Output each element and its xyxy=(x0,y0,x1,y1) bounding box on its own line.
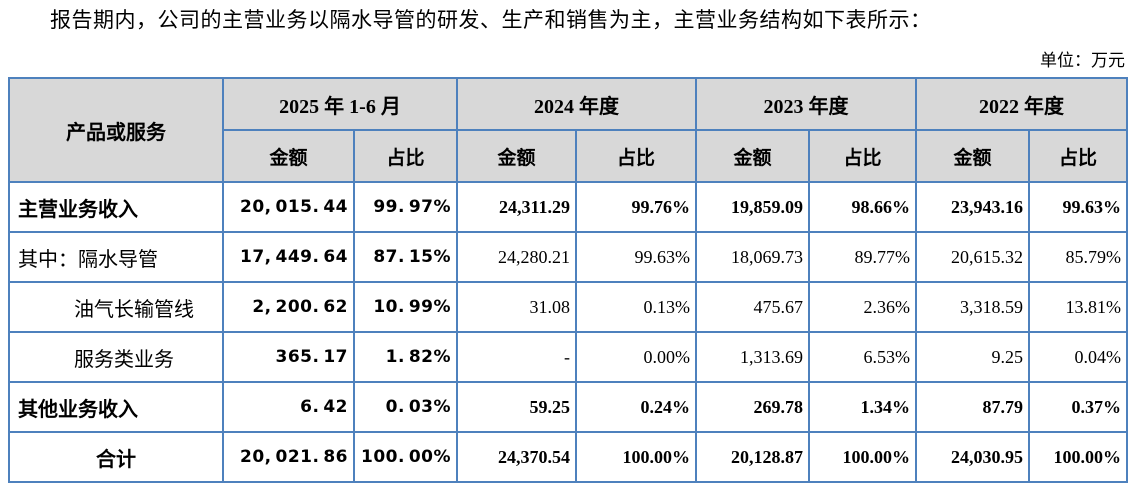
cell-value: 10. 99% xyxy=(352,281,459,333)
cell-value: 1. 82% xyxy=(352,331,459,383)
table-row: 油气长输管线 2, 200. 62 10. 99% 31.08 0.13% 475.67 2… xyxy=(8,281,1129,333)
col-header-product-or-service: 产品或服务 xyxy=(8,77,224,183)
cell-value: - xyxy=(456,331,578,383)
intro-paragraph: 报告期内，公司的主营业务以隔水导管的研发、生产和销售为主，主营业务结构如下表所示… xyxy=(50,8,932,32)
cell-value: 98.66% xyxy=(808,181,918,233)
subheader-ratio: 占比 xyxy=(575,129,698,183)
cell-value: 269.78 xyxy=(695,381,811,433)
cell-value: 6.53% xyxy=(808,331,918,383)
cell-value: 24,370.54 xyxy=(456,431,578,483)
cell-value: 20,128.87 xyxy=(695,431,811,483)
header-row-subcolumns: 金额 占比 金额 占比 金额 占比 金额 占比 xyxy=(9,129,1129,183)
subheader-ratio: 占比 xyxy=(808,129,918,183)
cell-value: 100. 00% xyxy=(352,431,459,483)
cell-value: 87.79 xyxy=(915,381,1031,433)
row-label: 主营业务收入 xyxy=(8,181,224,233)
cell-value: 89.77% xyxy=(808,231,918,283)
cell-value: 6. 42 xyxy=(222,381,355,433)
cell-value: 24,311.29 xyxy=(456,181,578,233)
subheader-ratio: 占比 xyxy=(1028,129,1129,183)
table-row: 主营业务收入 20, 015. 44 99. 97% 24,311.29 99.76% 1… xyxy=(8,181,1129,233)
col-header-2024: 2024 年度 xyxy=(456,77,698,131)
table-row: 合计 20, 021. 86 100. 00% 24,370.54 100.00% 20,… xyxy=(8,431,1129,483)
table-body: 主营业务收入 20, 015. 44 99. 97% 24,311.29 99.76% 1… xyxy=(8,181,1129,483)
subheader-ratio: 占比 xyxy=(352,129,459,183)
cell-value: 100.00% xyxy=(1028,431,1129,483)
cell-value: 0.37% xyxy=(1028,381,1129,433)
cell-value: 87. 15% xyxy=(352,231,459,283)
cell-value: 20, 021. 86 xyxy=(222,431,355,483)
cell-value: 23,943.16 xyxy=(915,181,1031,233)
cell-value: 99.63% xyxy=(575,231,698,283)
cell-value: 1.34% xyxy=(808,381,918,433)
cell-value: 0.04% xyxy=(1028,331,1129,383)
cell-value: 24,030.95 xyxy=(915,431,1031,483)
cell-value: 99.76% xyxy=(575,181,698,233)
row-label: 油气长输管线 xyxy=(8,281,224,333)
cell-value: 19,859.09 xyxy=(695,181,811,233)
subheader-amount: 金额 xyxy=(695,129,811,183)
cell-value: 59.25 xyxy=(456,381,578,433)
row-label: 其他业务收入 xyxy=(8,381,224,433)
row-label: 合计 xyxy=(8,431,224,483)
subheader-amount: 金额 xyxy=(915,129,1031,183)
cell-value: 9.25 xyxy=(915,331,1031,383)
cell-value: 365. 17 xyxy=(222,331,355,383)
subheader-amount: 金额 xyxy=(456,129,578,183)
cell-value: 0.00% xyxy=(575,331,698,383)
cell-value: 475.67 xyxy=(695,281,811,333)
cell-value: 20, 015. 44 xyxy=(222,181,355,233)
header-row-periods: 产品或服务 2025 年 1-6 月 2024 年度 2023 年度 2022 … xyxy=(8,77,1129,183)
col-header-2022: 2022 年度 xyxy=(915,77,1129,131)
col-header-2025: 2025 年 1-6 月 xyxy=(221,77,459,131)
cell-value: 2.36% xyxy=(808,281,918,333)
subheader-amount: 金额 xyxy=(222,129,355,183)
cell-value: 0.24% xyxy=(575,381,698,433)
cell-value: 20,615.32 xyxy=(915,231,1031,283)
cell-value: 3,318.59 xyxy=(915,281,1031,333)
cell-value: 17, 449. 64 xyxy=(222,231,355,283)
main-business-structure-table: 产品或服务 2025 年 1-6 月 2024 年度 2023 年度 2022 … xyxy=(8,77,1129,483)
unit-label: 单位：万元 xyxy=(1040,51,1125,70)
table-row: 其中：隔水导管 17, 449. 64 87. 15% 24,280.21 99.63%… xyxy=(8,231,1129,283)
row-label: 其中：隔水导管 xyxy=(8,231,224,283)
table-row: 其他业务收入 6. 42 0. 03% 59.25 0.24% 269.78 1.34% 87… xyxy=(8,381,1129,433)
cell-value: 99. 97% xyxy=(352,181,459,233)
table-row: 服务类业务 365. 17 1. 82% -0.00% 1,313.69 6.53% 9.2… xyxy=(8,331,1129,383)
cell-value: 18,069.73 xyxy=(695,231,811,283)
cell-value: 99.63% xyxy=(1028,181,1129,233)
cell-value: 1,313.69 xyxy=(695,331,811,383)
cell-value: 0.13% xyxy=(575,281,698,333)
cell-value: 85.79% xyxy=(1028,231,1129,283)
cell-value: 100.00% xyxy=(808,431,918,483)
cell-value: 100.00% xyxy=(575,431,698,483)
cell-value: 24,280.21 xyxy=(456,231,578,283)
col-header-2023: 2023 年度 xyxy=(695,77,918,131)
cell-value: 13.81% xyxy=(1028,281,1129,333)
cell-value: 31.08 xyxy=(456,281,578,333)
row-label: 服务类业务 xyxy=(8,331,224,383)
cell-value: 0. 03% xyxy=(352,381,459,433)
cell-value: 2, 200. 62 xyxy=(222,281,355,333)
